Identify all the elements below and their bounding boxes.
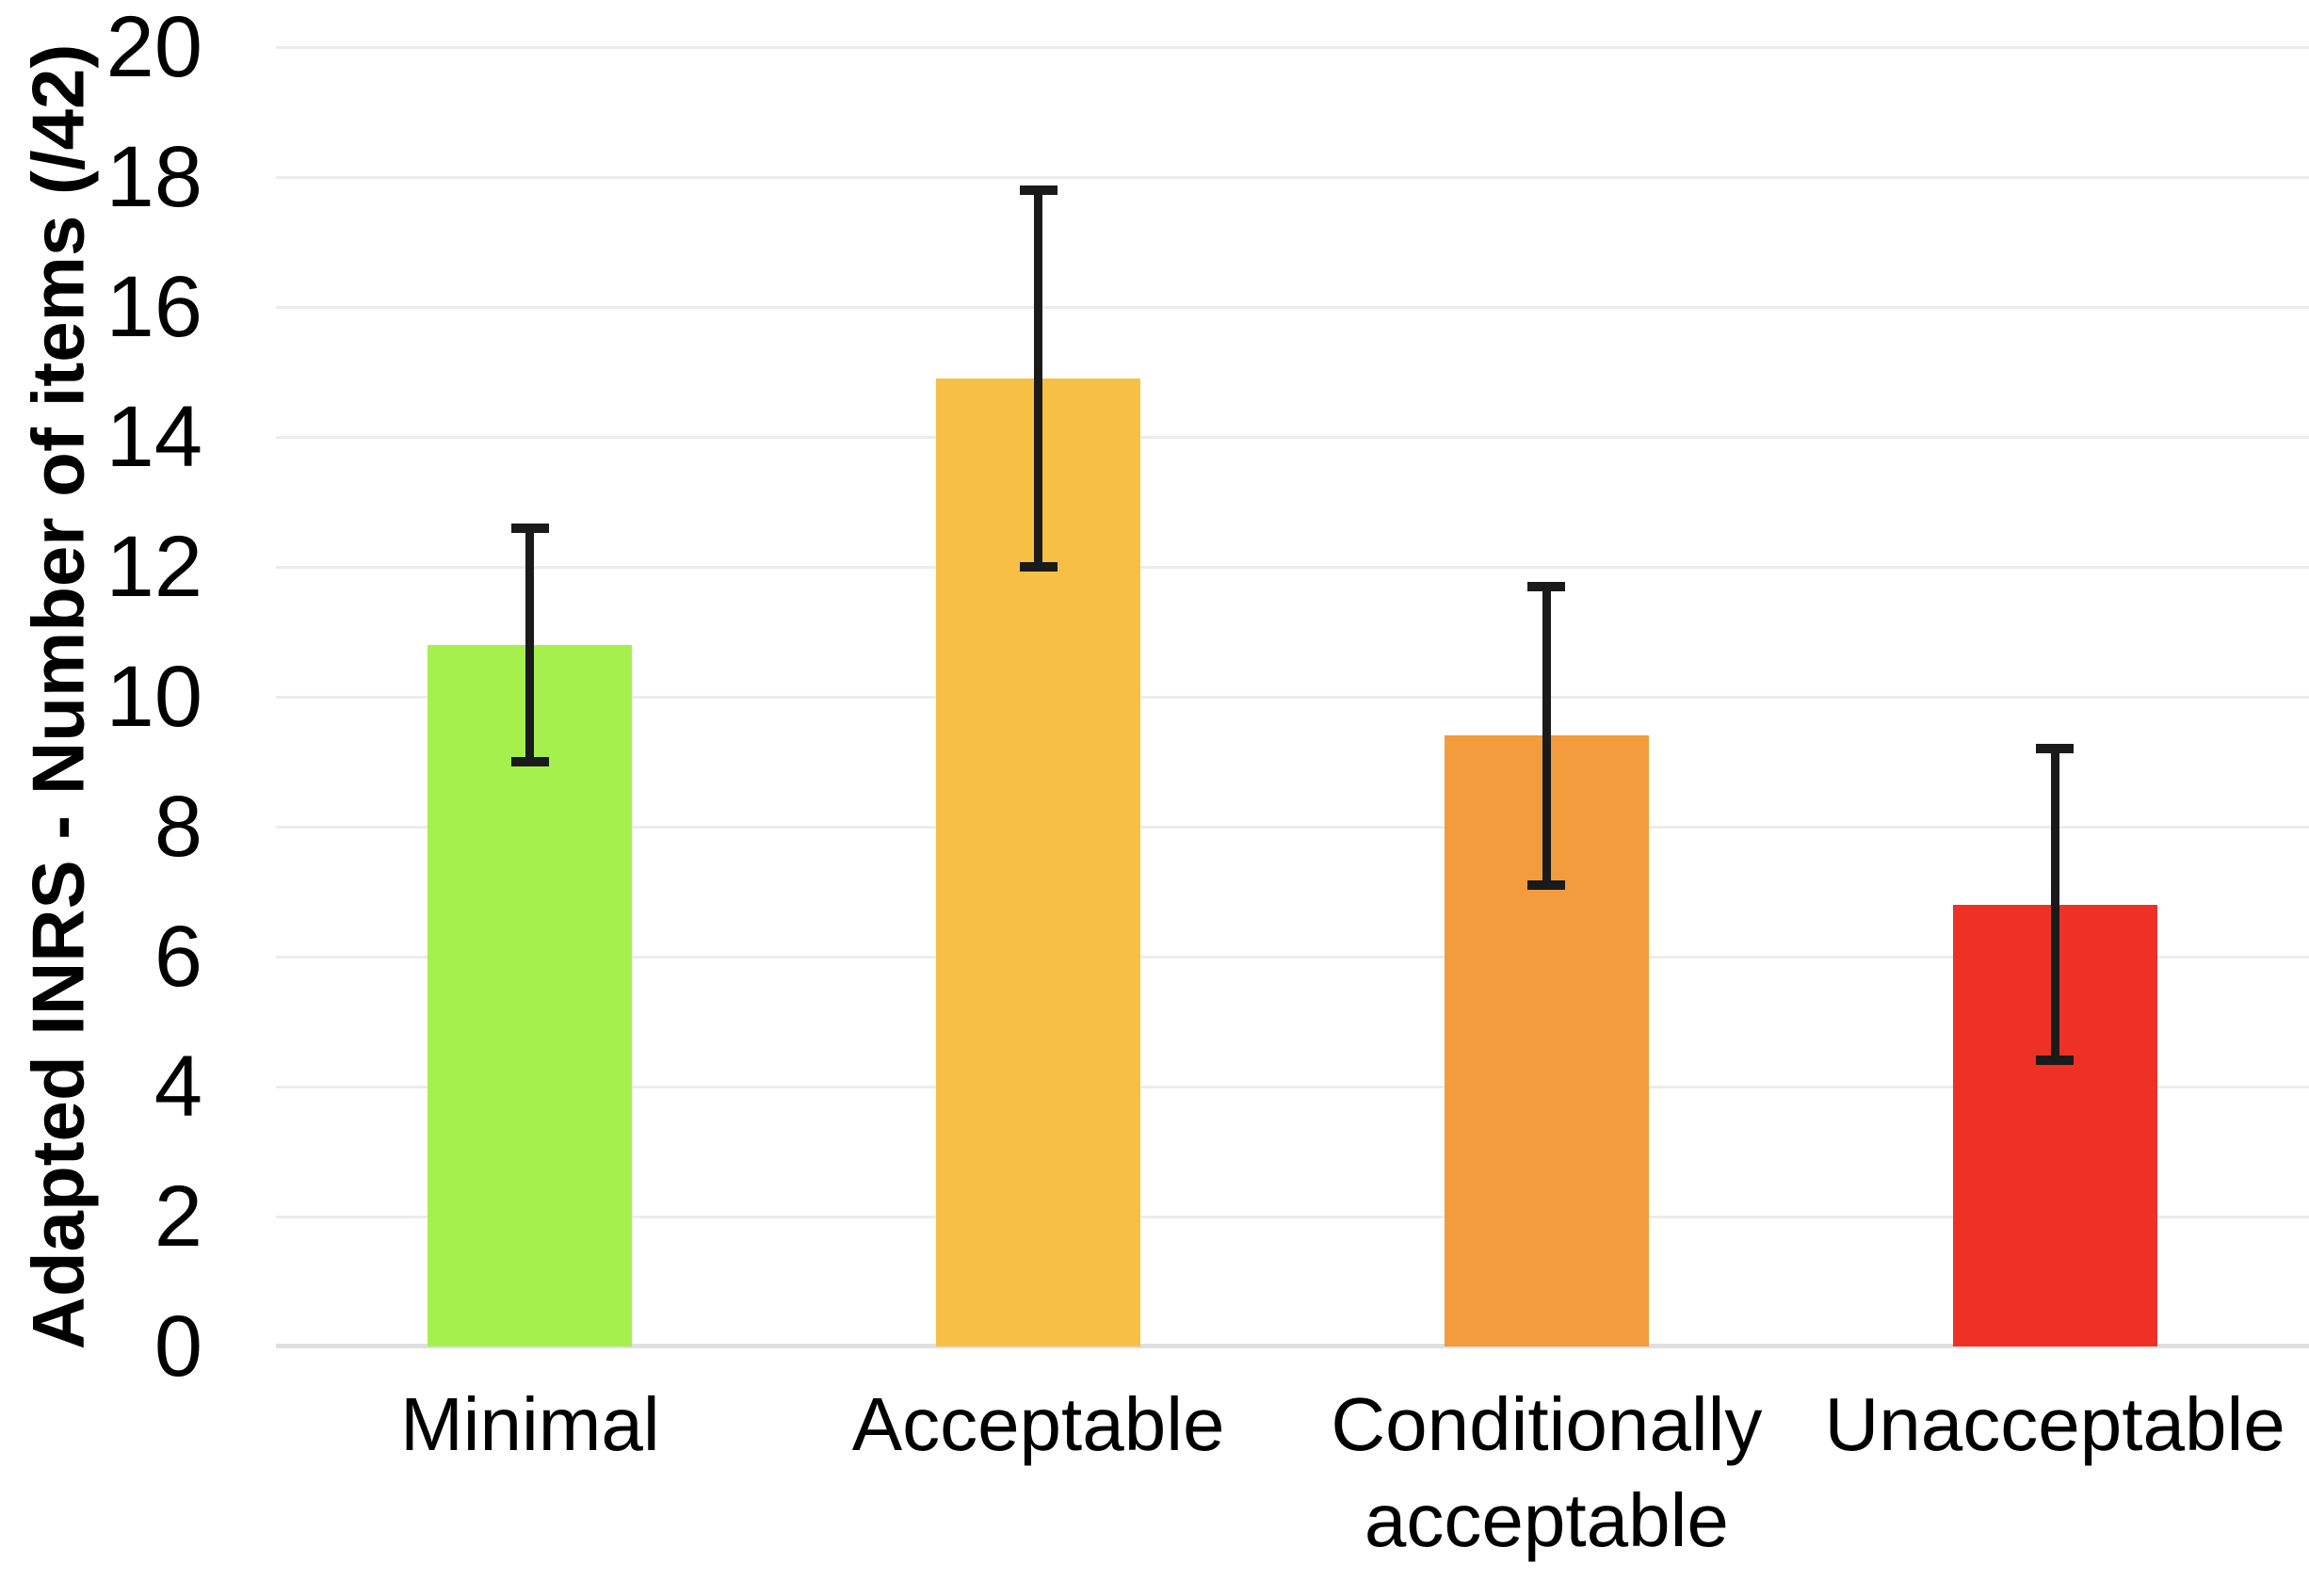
error-bar-line bbox=[2050, 749, 2059, 1061]
error-bar-cap bbox=[510, 523, 549, 533]
gridline bbox=[276, 175, 2309, 179]
gridline bbox=[276, 45, 2309, 49]
x-category-label-conditionally-acceptable: Conditionally acceptable bbox=[1331, 1382, 1763, 1562]
gridline bbox=[276, 955, 2309, 959]
y-tick-label: 4 bbox=[153, 1039, 202, 1135]
error-bar-cap bbox=[1527, 581, 1566, 591]
x-category-label-unacceptable: Unacceptable bbox=[1824, 1382, 2285, 1466]
error-bar-line bbox=[525, 527, 535, 762]
plot-area bbox=[276, 45, 2309, 1348]
gridline bbox=[276, 695, 2309, 699]
gridline bbox=[276, 565, 2309, 569]
y-tick-label: 2 bbox=[153, 1169, 202, 1265]
gridline bbox=[276, 305, 2309, 309]
error-bar-line bbox=[1542, 586, 1551, 886]
error-bar-cap bbox=[2036, 744, 2075, 754]
y-tick-label: 14 bbox=[105, 389, 202, 485]
x-axis-baseline bbox=[276, 1344, 2309, 1348]
y-tick-label: 6 bbox=[153, 909, 202, 1005]
y-tick-label: 8 bbox=[153, 779, 202, 875]
error-bar-line bbox=[1034, 189, 1043, 567]
error-bar-cap bbox=[510, 757, 549, 766]
y-tick-label: 20 bbox=[105, 0, 202, 95]
error-bar-cap bbox=[2036, 1056, 2075, 1066]
x-category-label-minimal: Minimal bbox=[400, 1382, 660, 1466]
error-bar-cap bbox=[1019, 562, 1058, 572]
error-bar-cap bbox=[1019, 185, 1058, 195]
gridline bbox=[276, 825, 2309, 829]
y-tick-label: 10 bbox=[105, 649, 202, 745]
gridline bbox=[276, 435, 2309, 439]
x-category-label-acceptable: Acceptable bbox=[851, 1382, 1225, 1466]
gridline bbox=[276, 1085, 2309, 1088]
error-bar-cap bbox=[1527, 880, 1566, 891]
y-tick-label: 12 bbox=[105, 519, 202, 615]
gridline bbox=[276, 1215, 2309, 1218]
y-tick-label: 16 bbox=[105, 259, 202, 355]
y-tick-label: 18 bbox=[105, 129, 202, 225]
y-tick-label: 0 bbox=[153, 1298, 202, 1394]
